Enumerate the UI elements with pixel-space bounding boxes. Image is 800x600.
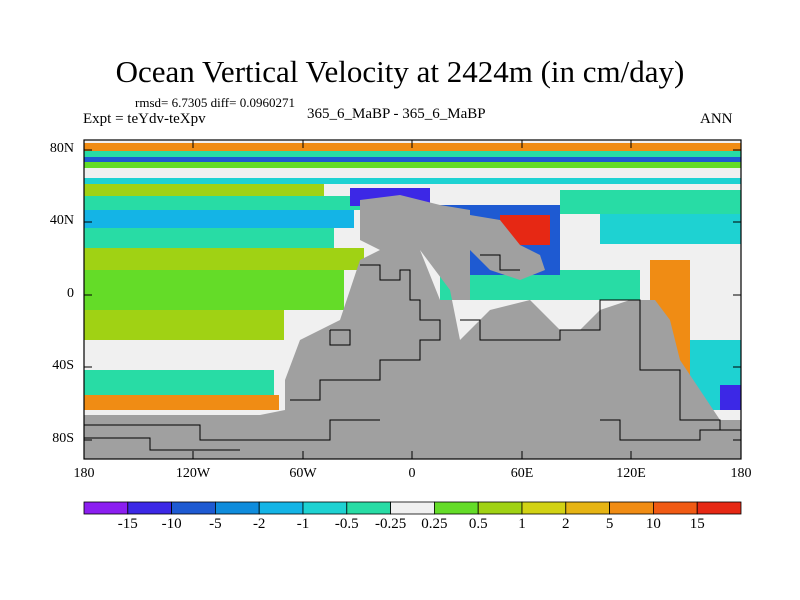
colorbar-swatch bbox=[609, 501, 654, 515]
case-label: 365_6_MaBP - 365_6_MaBP bbox=[307, 106, 486, 122]
colorbar-swatch bbox=[214, 501, 260, 515]
colorbar-swatch bbox=[390, 501, 435, 515]
colorbar-label: 10 bbox=[645, 516, 661, 532]
colorbar-label: -2 bbox=[252, 516, 266, 532]
colorbar-label: 0.25 bbox=[421, 516, 448, 532]
colorbar-swatch bbox=[477, 501, 523, 515]
colorbar-label: -5 bbox=[209, 516, 222, 532]
lat-label-0: 0 bbox=[67, 286, 74, 301]
colorbar-label: -1 bbox=[296, 516, 310, 532]
colorbar-swatch bbox=[302, 501, 348, 515]
colorbar-swatch bbox=[653, 501, 698, 515]
stats-text: rmsd= 6.7305 diff= 0.0960271 bbox=[135, 95, 295, 110]
colorbar-swatch bbox=[127, 501, 173, 515]
colorbar-swatch bbox=[696, 501, 742, 515]
lon-label-180e: 180 bbox=[730, 466, 752, 481]
colorbar-label: -0.5 bbox=[334, 516, 359, 532]
map-title: Ocean Vertical Velocity at 2424m (in cm/… bbox=[115, 54, 685, 89]
coastlines bbox=[84, 254, 741, 451]
season-label: ANN bbox=[700, 111, 733, 127]
lat-label-40n: 40N bbox=[49, 213, 74, 228]
colorbar-swatch bbox=[258, 501, 304, 515]
colorbar-label: -15 bbox=[117, 516, 138, 532]
lat-label-80s: 80S bbox=[52, 431, 74, 446]
experiment-label: Expt = teYdv-teXpv bbox=[83, 111, 206, 127]
colorbar-swatch bbox=[433, 501, 479, 515]
colorbar-label: -10 bbox=[161, 516, 182, 532]
colorbar bbox=[83, 501, 742, 515]
lat-label-40s: 40S bbox=[52, 358, 74, 373]
land-masses bbox=[84, 195, 741, 459]
colorbar-label: 15 bbox=[689, 516, 705, 532]
colorbar-label: 1 bbox=[518, 516, 526, 532]
lon-label-0: 0 bbox=[408, 466, 416, 481]
colorbar-swatch bbox=[521, 501, 567, 515]
lat-label-80n: 80N bbox=[49, 141, 74, 156]
axis-ticks bbox=[83, 140, 742, 459]
lon-label-60w: 60W bbox=[289, 466, 317, 481]
lon-label-120w: 120W bbox=[175, 466, 211, 481]
colorbar-swatch bbox=[83, 501, 129, 515]
colorbar-swatch bbox=[171, 501, 216, 515]
colorbar-swatch bbox=[565, 501, 610, 515]
colorbar-swatch bbox=[346, 501, 391, 515]
lon-label-180w: 180 bbox=[73, 466, 95, 481]
lon-label-120e: 120E bbox=[616, 466, 646, 481]
colorbar-label: -0.25 bbox=[374, 516, 407, 532]
lon-label-60e: 60E bbox=[510, 466, 534, 481]
colorbar-label: 0.5 bbox=[468, 516, 488, 532]
colorbar-label: 2 bbox=[562, 516, 570, 532]
colorbar-label: 5 bbox=[605, 516, 614, 532]
